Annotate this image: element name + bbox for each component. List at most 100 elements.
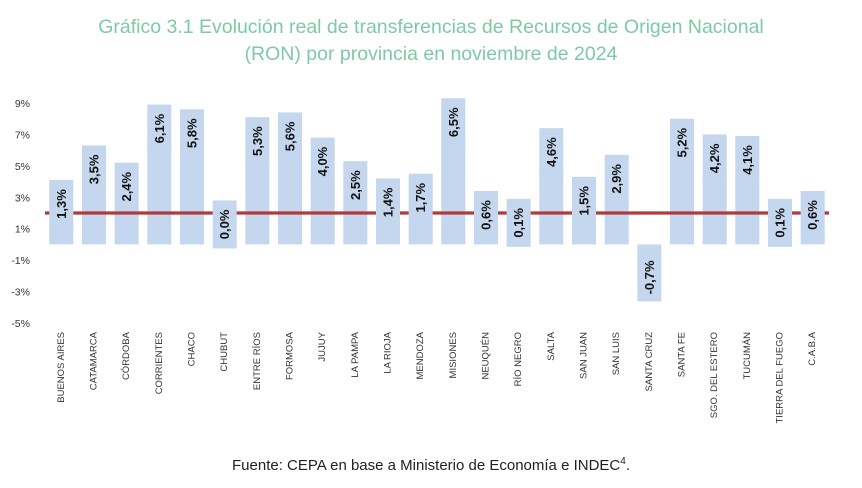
data-label-box-13 [441, 98, 466, 147]
data-label-box-21 [702, 134, 727, 183]
category-label-5: CHACO [187, 332, 198, 366]
data-label-box-6 [212, 200, 237, 249]
category-label-14: NEUQUÉN [481, 332, 492, 380]
category-label-1: BUENOS AIRES [56, 332, 67, 403]
bar-10 [343, 205, 368, 245]
y-tick-label: -5% [11, 318, 30, 330]
data-label-box-24 [800, 191, 825, 239]
bar-20 [670, 162, 694, 245]
data-label-12: 1,7% [413, 182, 428, 212]
data-label-11: 1,4% [381, 187, 396, 217]
source-note: Fuente: CEPA en base a Ministerio de Eco… [0, 456, 862, 474]
category-label-16: SALTA [546, 331, 557, 360]
chart-title: Gráfico 3.1 Evolución real de transferen… [0, 14, 862, 68]
data-label-box-4 [147, 104, 172, 153]
bar-8 [278, 156, 302, 245]
chart-title-line-1: Gráfico 3.1 Evolución real de transferen… [98, 16, 764, 38]
data-label-box-8 [278, 112, 302, 161]
data-label-box-14 [474, 191, 498, 239]
data-label-14: 0,6% [479, 200, 494, 230]
data-label-box-23 [768, 198, 792, 247]
source-footnote-ref: 4 [620, 456, 626, 467]
data-label-17: 1,5% [577, 186, 592, 216]
data-label-9: 4,0% [315, 146, 330, 176]
category-label-13: MISIONES [448, 332, 459, 378]
data-label-2: 3,5% [87, 154, 102, 184]
data-label-box-3 [114, 162, 139, 211]
data-label-23: 0,1% [773, 208, 788, 238]
category-label-15: RÍO NEGRO [513, 332, 524, 386]
data-label-box-15 [506, 198, 531, 247]
bar-16 [539, 172, 564, 245]
bar-24 [800, 235, 825, 245]
bar-14 [474, 235, 498, 245]
y-tick-label: 9% [15, 98, 30, 110]
data-label-1: 1,3% [54, 189, 69, 219]
bar-3 [114, 206, 139, 245]
category-label-11: LA RIOJA [383, 331, 394, 373]
data-label-24: 0,6% [805, 200, 820, 230]
data-label-box-9 [310, 137, 335, 186]
source-text: Fuente: CEPA en base a Ministerio de Eco… [232, 457, 621, 474]
source-end: . [625, 457, 630, 474]
data-label-box-12 [408, 173, 433, 222]
category-label-12: MENDOZA [415, 331, 426, 379]
y-tick-label: 3% [15, 192, 30, 204]
y-tick-label: 1% [15, 224, 30, 236]
chart-title-line-2: (RON) por provincia en noviembre de 2024 [244, 43, 618, 65]
category-label-19: SANTA CRUZ [644, 332, 655, 392]
bar-18 [604, 198, 629, 245]
data-label-box-16 [539, 128, 564, 177]
y-tick-label: -1% [11, 255, 30, 267]
data-label-10: 2,5% [348, 170, 363, 200]
category-label-17: SAN JUAN [579, 332, 590, 379]
category-label-6: CHUBUT [219, 332, 230, 372]
data-label-box-7 [245, 117, 270, 166]
category-label-3: CÓRDOBA [121, 331, 132, 380]
data-label-box-19 [637, 253, 662, 302]
data-label-box-18 [604, 154, 629, 203]
category-label-9: JUJUY [317, 331, 328, 361]
bar-13 [441, 142, 466, 245]
data-label-box-2 [82, 145, 106, 194]
bar-17 [572, 220, 596, 245]
data-label-box-22 [735, 136, 760, 184]
data-label-8: 5,6% [283, 121, 298, 151]
bar-5 [180, 153, 204, 245]
bar-4 [147, 148, 172, 245]
data-label-7: 5,3% [250, 126, 265, 156]
category-label-24: C.A.B.A [807, 331, 818, 365]
category-label-4: CORRIENTES [154, 332, 165, 394]
data-label-5: 5,8% [185, 118, 200, 148]
y-tick-label: -3% [11, 287, 30, 299]
data-label-box-11 [376, 178, 400, 227]
y-tick-label: 5% [15, 161, 30, 173]
y-tick-label: 7% [15, 129, 30, 141]
data-label-4: 6,1% [152, 113, 167, 143]
category-label-10: LA PAMPA [350, 331, 361, 377]
data-label-box-20 [670, 118, 694, 167]
data-label-16: 4,6% [544, 137, 559, 167]
data-label-22: 4,1% [740, 145, 755, 175]
bar-7 [245, 161, 270, 245]
data-label-box-1 [49, 180, 74, 228]
data-label-19: -0,7% [642, 260, 657, 294]
bar-12 [408, 217, 433, 245]
data-label-box-5 [180, 109, 204, 158]
data-label-20: 5,2% [675, 127, 690, 157]
category-label-20: SANTA FE [677, 332, 688, 377]
data-label-15: 0,1% [511, 208, 526, 238]
bar-19 [637, 244, 662, 256]
data-label-box-17 [572, 176, 596, 225]
bar-11 [376, 222, 400, 245]
category-label-18: SAN LUIS [611, 332, 622, 375]
category-label-21: SGO. DEL ESTERO [709, 332, 720, 418]
data-label-box-10 [343, 161, 368, 210]
category-label-23: TIERRA DEL FUEGO [775, 332, 786, 424]
category-label-8: FORMOSA [285, 331, 296, 380]
category-label-7: ENTRE RÍOS [252, 332, 263, 390]
category-label-22: TUCUMÁN [742, 332, 753, 380]
data-label-18: 2,9% [609, 164, 624, 194]
data-label-6: 0,0% [217, 209, 232, 239]
